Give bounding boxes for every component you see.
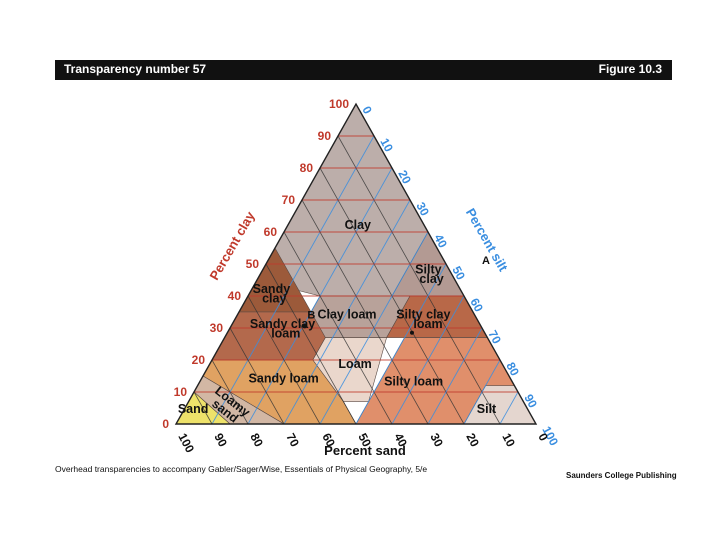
point-b-label: B — [307, 309, 315, 321]
point-b-marker — [302, 324, 307, 329]
silt-tick: 90 — [521, 392, 540, 411]
silt-gridline — [391, 295, 465, 425]
point-a-label: A — [482, 255, 490, 267]
clay-tick: 10 — [174, 385, 188, 399]
region-label-silty-clay-loam: Silty clay loam — [396, 307, 450, 331]
region-label-clay: Clay — [345, 218, 371, 232]
silt-gridline — [211, 135, 375, 425]
region-label-line: loam — [413, 317, 442, 331]
region-label-silty-loam: Silty loam — [384, 375, 443, 389]
region-label-line: Silty clay — [396, 307, 450, 321]
sand-gridline — [301, 199, 429, 425]
sand-axis-title: Percent sand — [324, 443, 406, 458]
silt-tick: 70 — [485, 328, 504, 347]
region-label-loam: Loam — [338, 357, 371, 371]
region-label-line: Sandy — [253, 282, 291, 296]
clay-tick: 30 — [210, 321, 224, 335]
clay-tick: 0 — [162, 417, 169, 431]
silt-gridline — [427, 327, 483, 425]
sand-tick: 70 — [283, 431, 302, 450]
clay-tick: 80 — [300, 161, 314, 175]
sand-gridline — [265, 263, 357, 425]
publisher: Saunders College Publishing — [566, 471, 677, 480]
region-loam — [312, 337, 387, 402]
region-label-line: Silty — [415, 263, 441, 277]
sand-gridline — [211, 359, 249, 425]
triangle-outline — [174, 102, 538, 425]
sand-tick: 80 — [247, 431, 266, 450]
sand-tick: 100 — [175, 431, 197, 456]
sand-gridline — [247, 295, 321, 425]
credit-text: Overhead transparencies to accompany Gab… — [55, 464, 428, 474]
region-label-sandy-loam: Sandy loam — [249, 371, 319, 385]
grid-layer — [193, 135, 519, 425]
region-label-line: loam — [271, 327, 300, 341]
silt-gridline — [499, 391, 519, 425]
clay-tick: 90 — [318, 129, 332, 143]
sand-tick: 90 — [211, 431, 230, 450]
silt-tick: 60 — [467, 296, 486, 315]
region-label-silt: Silt — [477, 402, 497, 416]
region-label-line: Clay loam — [317, 307, 376, 321]
silt-tick: 0 — [359, 104, 375, 117]
ticks-layer: 0 10 20 30 40 50 60 70 80 90 100 0 10 20 30 40 50 60 70 80 9… — [162, 97, 561, 458]
sand-tick: 30 — [427, 431, 446, 450]
silt-tick: 30 — [413, 200, 432, 219]
sand-gridline — [337, 135, 501, 425]
silt-tick: 20 — [395, 168, 414, 187]
region-label-line: Sandy clay — [250, 317, 315, 331]
clay-tick: 50 — [246, 257, 260, 271]
sand-gridline — [193, 391, 213, 425]
silt-tick: 10 — [377, 136, 396, 155]
region-label-silty-clay: Silty clay — [415, 263, 444, 287]
silt-gridline — [283, 199, 411, 425]
sand-tick: 10 — [499, 431, 518, 450]
silt-tick: 80 — [503, 360, 522, 379]
region-label-line: Sandy loam — [249, 371, 319, 385]
clay-tick: 20 — [192, 353, 206, 367]
point-a-marker — [409, 330, 414, 335]
region-label-line: clay — [419, 272, 443, 286]
region-label-line: Clay — [345, 218, 371, 232]
silt-gridline — [463, 359, 501, 425]
region-label-sandy-clay-loam: Sandy clay loam — [250, 317, 315, 341]
triangle-border — [174, 102, 538, 425]
region-label-line: Silt — [477, 402, 497, 416]
region-label-line: Loam — [338, 357, 371, 371]
region-label-clay-loam: Clay loam — [317, 307, 376, 321]
clay-tick: 70 — [282, 193, 296, 207]
sand-tick: 40 — [391, 431, 410, 450]
silt-tick: 40 — [431, 232, 450, 251]
sand-tick: 50 — [355, 431, 374, 450]
region-label-line: Silty loam — [384, 375, 443, 389]
sand-gridline — [229, 327, 285, 425]
region-label-sandy-clay: Sandy clay — [253, 282, 291, 306]
silt-tick: 50 — [449, 264, 468, 283]
clay-tick: 40 — [228, 289, 242, 303]
sand-tick: 20 — [463, 431, 482, 450]
header-bar: Transparency number 57 Figure 10.3 — [55, 60, 672, 80]
clay-tick: 60 — [264, 225, 278, 239]
clay-axis-title: Percent clay — [206, 208, 258, 283]
transparency-number: Transparency number 57 — [64, 62, 207, 76]
sand-tick: 60 — [319, 431, 338, 450]
figure-number: Figure 10.3 — [598, 62, 662, 76]
region-label-line: Sand — [178, 402, 209, 416]
silt-gridline — [355, 263, 447, 425]
region-label-line: clay — [262, 291, 286, 305]
region-label-sand: Sand — [178, 402, 209, 416]
clay-tick: 100 — [329, 97, 349, 111]
